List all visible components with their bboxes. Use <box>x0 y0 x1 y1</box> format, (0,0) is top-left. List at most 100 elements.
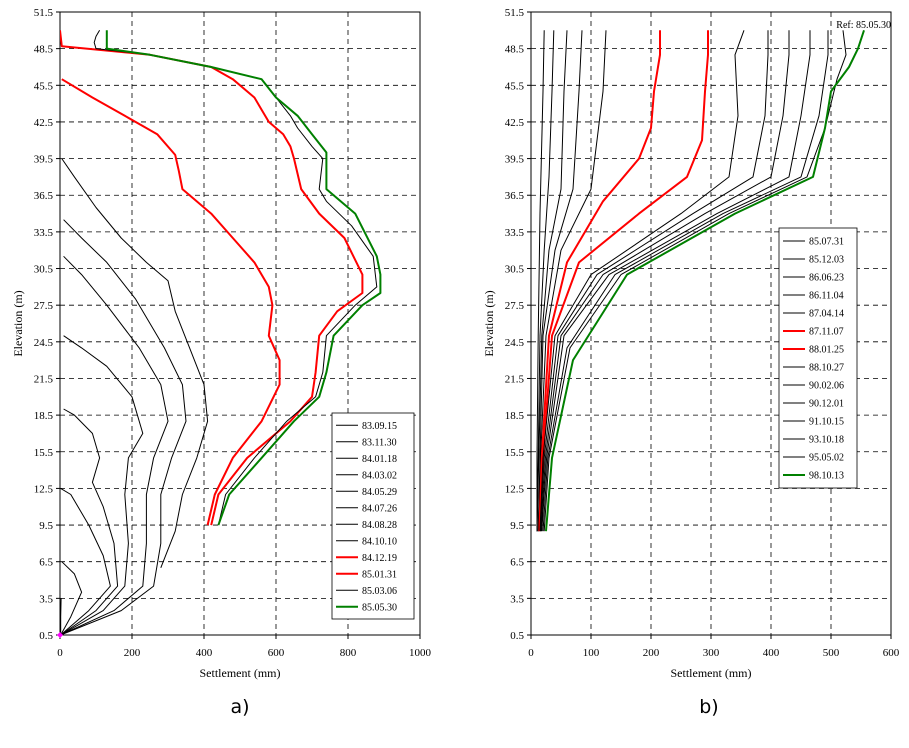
series-line-90.12.01 <box>540 30 790 532</box>
y-axis-label: Elevation (m) <box>11 290 25 356</box>
y-tick-label: 33.5 <box>505 227 525 239</box>
y-tick-label: 33.5 <box>34 227 54 239</box>
y-tick-label: 48.5 <box>34 44 54 56</box>
y-tick-label: 3.5 <box>510 593 524 605</box>
x-tick-label: 600 <box>268 647 285 659</box>
series-line-83.11.30 <box>60 561 83 635</box>
series-line-84.07.26 <box>60 255 169 635</box>
panel-caption: a) <box>230 696 249 718</box>
chart-panel-a: 0.5 3.5 6.5 9.5 12.5 15.5 18.5 21.5 24.5 27.5 30.5… <box>11 7 432 718</box>
legend-label: 84.08.28 <box>362 520 397 531</box>
series-line-84.12.19 <box>61 78 281 526</box>
legend-label: 88.01.25 <box>809 345 844 356</box>
series-line-88.01.25 <box>538 30 709 532</box>
legend-label: 86.11.04 <box>809 291 844 302</box>
series-line-85.01.31 <box>60 30 364 526</box>
series-line-84.03.02 <box>60 408 119 635</box>
y-tick-label: 24.5 <box>505 337 525 349</box>
series-line-91.10.15 <box>541 30 811 532</box>
legend-label: 85.12.03 <box>809 255 844 266</box>
y-tick-label: 27.5 <box>505 300 525 312</box>
x-axis-label: Settlement (mm) <box>671 666 752 680</box>
legend-label: 85.07.31 <box>809 237 844 248</box>
legend-label: 83.09.15 <box>362 421 397 432</box>
legend: 85.07.31 85.12.03 86.06.23 86.11.04 87.04.14… <box>778 227 858 489</box>
y-tick-label: 30.5 <box>505 264 525 276</box>
y-tick-label: 15.5 <box>34 447 54 459</box>
series-line-86.11.04 <box>537 30 583 532</box>
y-tick-label: 36.5 <box>505 190 525 202</box>
y-tick-label: 6.5 <box>39 557 53 569</box>
y-tick-label: 18.5 <box>34 410 54 422</box>
legend-label: 90.02.06 <box>809 381 844 392</box>
series-line-98.10.13 <box>545 29 865 532</box>
x-tick-label: 600 <box>883 647 900 659</box>
series-group <box>60 30 382 635</box>
legend-label: 84.05.29 <box>362 487 397 498</box>
x-tick-label: 300 <box>703 647 720 659</box>
series-line-84.08.28 <box>60 219 187 635</box>
legend-box <box>331 412 415 620</box>
legend-label: 85.05.30 <box>362 602 397 613</box>
legend-label: 95.05.02 <box>809 453 844 464</box>
series-line-85.07.31 <box>536 30 545 532</box>
legend-label: 87.11.07 <box>809 327 844 338</box>
legend: 83.09.15 83.11.30 84.01.18 84.03.02 84.05.29… <box>331 412 415 620</box>
y-tick-label: 3.5 <box>39 593 53 605</box>
chart-panel-b: 0.5 3.5 6.5 9.5 12.5 15.5 18.5 21.5 24.5 27.5 30.5… <box>482 7 900 718</box>
y-tick-label: 27.5 <box>34 300 54 312</box>
y-tick-label: 12.5 <box>34 483 54 495</box>
origin-marker <box>57 632 63 638</box>
y-tick-label: 45.5 <box>34 80 54 92</box>
y-tick-label: 12.5 <box>505 483 525 495</box>
y-tick-label: 9.5 <box>510 520 524 532</box>
legend-label: 85.03.06 <box>362 586 397 597</box>
y-tick-label: 39.5 <box>34 154 54 166</box>
plot-frame <box>530 11 892 636</box>
legend-label: 84.12.19 <box>362 553 397 564</box>
series-line-90.02.06 <box>540 30 769 532</box>
series-line-93.10.18 <box>542 30 829 532</box>
legend-label: 84.10.10 <box>362 536 397 547</box>
y-tick-label: 18.5 <box>505 410 525 422</box>
y-tick-label: 45.5 <box>505 80 525 92</box>
series-line-85.05.30 <box>105 30 382 526</box>
reference-annotation: Ref: 85.05.30 <box>836 20 891 31</box>
y-axis-label: Elevation (m) <box>482 290 496 356</box>
y-tick-label: 30.5 <box>34 264 54 276</box>
x-tick-label: 0 <box>57 647 63 659</box>
y-tick-label: 42.5 <box>34 117 54 129</box>
x-tick-label: 500 <box>823 647 840 659</box>
plot-frame <box>59 11 421 636</box>
y-tick-label: 21.5 <box>34 373 54 385</box>
legend-label: 84.01.18 <box>362 454 397 465</box>
legend-label: 93.10.18 <box>809 435 844 446</box>
legend-label: 86.06.23 <box>809 273 844 284</box>
y-tick-label: 51.5 <box>505 7 525 19</box>
y-tick-label: 9.5 <box>39 520 53 532</box>
x-tick-label: 400 <box>196 647 213 659</box>
y-tick-label: 0.5 <box>39 630 53 642</box>
y-tick-label: 48.5 <box>505 44 525 56</box>
series-line-84.01.18 <box>60 487 111 635</box>
legend-label: 88.10.27 <box>809 363 844 374</box>
x-tick-label: 100 <box>583 647 600 659</box>
legend-label: 83.11.30 <box>362 437 397 448</box>
x-tick-label: 200 <box>124 647 141 659</box>
series-line-84.05.29 <box>60 335 144 635</box>
panel-caption: b) <box>699 696 718 718</box>
series-line-87.04.14 <box>537 30 607 532</box>
y-tick-label: 51.5 <box>34 7 54 19</box>
legend-label: 84.03.02 <box>362 470 397 481</box>
series-line-87.11.07 <box>538 30 661 532</box>
series-group <box>536 29 865 532</box>
series-line-86.06.23 <box>536 30 568 532</box>
legend-label: 98.10.13 <box>809 471 844 482</box>
y-tick-label: 21.5 <box>505 373 525 385</box>
legend-label: 87.04.14 <box>809 309 844 320</box>
series-line-88.10.27 <box>539 30 745 532</box>
x-tick-label: 400 <box>763 647 780 659</box>
series-line-95.05.02 <box>543 30 847 532</box>
y-tick-label: 42.5 <box>505 117 525 129</box>
